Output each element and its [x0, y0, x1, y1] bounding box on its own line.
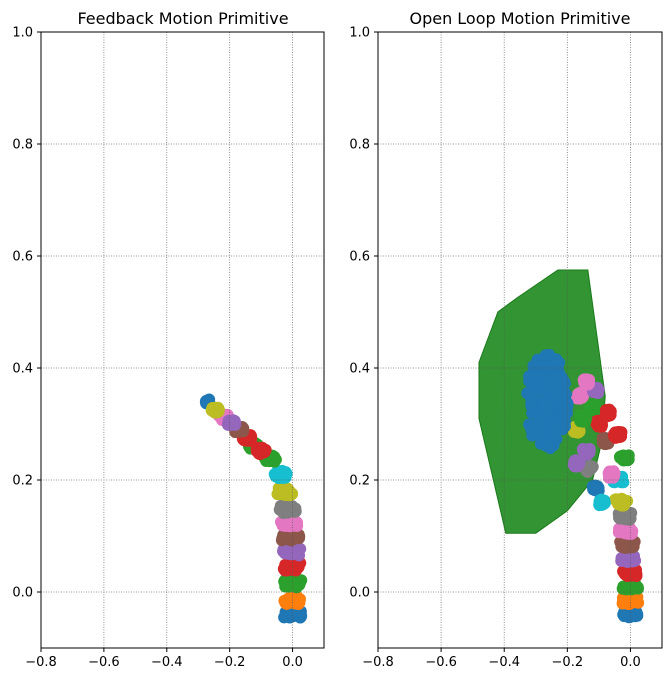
- y-tick-label: 0.8: [12, 138, 33, 153]
- series-6: [571, 386, 639, 540]
- data-point: [284, 607, 297, 620]
- data-point: [590, 481, 603, 494]
- series-0: [586, 479, 644, 624]
- data-point: [543, 438, 556, 451]
- y-tick-label: 0.4: [12, 362, 33, 377]
- y-tick-label: 0.8: [349, 138, 370, 153]
- data-point: [569, 455, 582, 468]
- axes-frame: [40, 31, 325, 649]
- data-point: [293, 549, 306, 562]
- data-point: [270, 466, 283, 479]
- series-3: [236, 429, 307, 577]
- data-point: [282, 530, 295, 543]
- data-point: [558, 406, 571, 419]
- feedback-motion-primitive-plot: Feedback Motion Primitive −0.8 −0.6 −0.4 −0…: [12, 9, 325, 670]
- series-7: [273, 499, 302, 519]
- y-tick-label: 0.2: [12, 474, 33, 489]
- x-tick-label: −0.4: [488, 655, 520, 670]
- data-point: [555, 371, 568, 384]
- series-12: [221, 414, 242, 431]
- data-point: [574, 390, 587, 403]
- data-point: [539, 349, 552, 362]
- plot-area: [478, 269, 645, 624]
- data-point: [595, 494, 608, 507]
- data-point: [549, 387, 562, 400]
- x-tick-label: −0.2: [214, 655, 246, 670]
- data-point: [612, 426, 625, 439]
- data-point: [590, 415, 603, 428]
- chart-title: Feedback Motion Primitive: [77, 9, 288, 28]
- series-1: [278, 590, 306, 611]
- y-tick-label: 0.2: [349, 474, 370, 489]
- data-point: [545, 412, 558, 425]
- x-tick-label: −0.6: [425, 655, 457, 670]
- data-point: [292, 598, 305, 611]
- data-point: [583, 461, 596, 474]
- x-tick-label: 0.0: [620, 655, 641, 670]
- data-point: [250, 443, 263, 456]
- data-point: [616, 497, 629, 510]
- x-tick-label: −0.8: [25, 655, 57, 670]
- x-tick-label: −0.2: [552, 655, 584, 670]
- y-tick-label: 0.6: [349, 250, 370, 265]
- data-point: [613, 510, 626, 523]
- series-8: [205, 401, 299, 502]
- data-point: [536, 377, 549, 390]
- data-point: [280, 595, 293, 608]
- data-point: [281, 505, 294, 518]
- data-point: [578, 411, 591, 424]
- data-point: [525, 397, 538, 410]
- y-tick-label: 0.4: [349, 362, 370, 377]
- data-point: [209, 403, 222, 416]
- data-point: [592, 384, 605, 397]
- data-point: [628, 593, 641, 606]
- x-tick-label: −0.8: [362, 655, 394, 670]
- data-point: [623, 579, 636, 592]
- series-8: [568, 420, 634, 512]
- data-point: [628, 565, 641, 578]
- y-tick-label: 0.6: [12, 250, 33, 265]
- data-point: [627, 551, 640, 564]
- y-tick-label: 1.0: [12, 26, 33, 41]
- data-point: [271, 488, 284, 501]
- data-point: [604, 405, 617, 418]
- series-0: [199, 393, 308, 624]
- central-point-cluster: [521, 348, 574, 455]
- data-point: [533, 427, 546, 440]
- y-tick-label: 0.0: [349, 586, 370, 601]
- x-tick-label: 0.0: [282, 655, 303, 670]
- series-13: [577, 373, 621, 484]
- series-9: [268, 464, 293, 484]
- data-point: [582, 375, 595, 388]
- data-point: [268, 450, 281, 463]
- y-tick-label: 1.0: [349, 26, 370, 41]
- x-tick-label: −0.6: [88, 655, 120, 670]
- data-point: [283, 485, 296, 498]
- data-point: [544, 397, 557, 410]
- data-point: [581, 446, 594, 459]
- data-point: [527, 359, 540, 372]
- series-11: [599, 403, 628, 444]
- plot-area: [199, 393, 308, 624]
- data-point: [276, 519, 289, 532]
- data-point: [292, 530, 305, 543]
- x-tick-label: −0.4: [151, 655, 183, 670]
- data-point: [616, 453, 629, 466]
- chart-title: Open Loop Motion Primitive: [409, 9, 630, 28]
- y-tick-label: 0.0: [12, 586, 33, 601]
- axes-frame: [377, 31, 663, 649]
- series-7: [579, 459, 638, 526]
- data-point: [283, 546, 296, 559]
- data-point: [533, 418, 546, 431]
- data-point: [619, 538, 632, 551]
- series-11: [250, 441, 272, 461]
- data-point: [523, 370, 536, 383]
- data-point: [599, 437, 612, 450]
- data-point: [603, 471, 616, 484]
- series-2: [583, 398, 644, 596]
- open-loop-motion-primitive-plot: Open Loop Motion Primitive −0.8 −0.6 −0.4 −…: [349, 9, 663, 670]
- data-point: [548, 422, 561, 435]
